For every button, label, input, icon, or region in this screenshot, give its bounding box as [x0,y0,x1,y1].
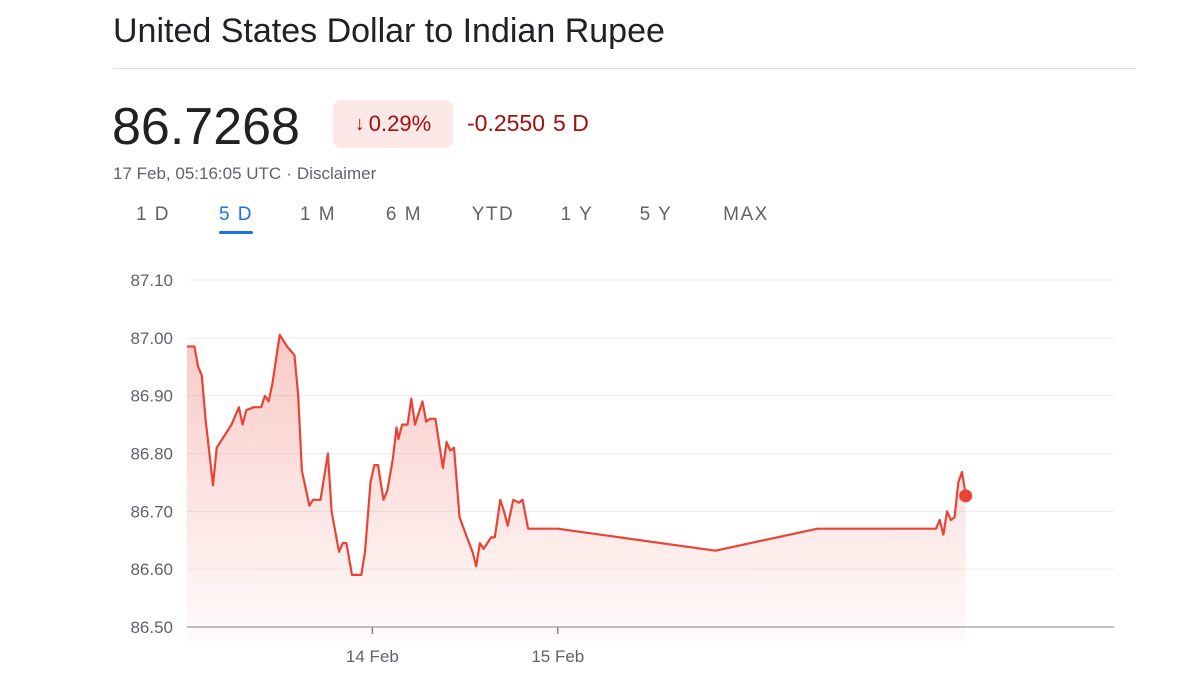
tab-1d[interactable]: 1 D [135,204,171,225]
y-tick-label: 86.80 [130,445,173,464]
x-tick-label: 15 Feb [531,647,584,666]
tab-1y[interactable]: 1 Y [560,204,594,225]
series-line [187,333,967,576]
y-tick-label: 86.60 [130,560,173,579]
arrow-down-icon: ↓ [354,112,365,135]
tab-max[interactable]: MAX [723,204,769,225]
percent-change-value: 0.29% [368,111,432,136]
tab-5y[interactable]: 5 Y [639,204,673,225]
change-period: 5 D [553,110,589,136]
change-value: -0.2550 [467,110,546,136]
current-price: 86.7268 [112,98,300,156]
tab-5d[interactable]: 5 D [218,204,254,234]
absolute-change: -0.2550 5 D [467,110,597,137]
y-tick-label: 86.50 [130,618,173,637]
last-value-dot [959,489,973,503]
tab-1m[interactable]: 1 M [299,204,337,225]
disclaimer-link[interactable]: Disclaimer [296,164,377,183]
page-title: United States Dollar to Indian Rupee [113,12,665,50]
y-tick-label: 86.90 [130,387,173,406]
price-chart[interactable]: 87.10 87.00 86.90 86.80 86.70 86.60 86.50 14 Fe… [0,250,1200,675]
y-tick-label: 86.70 [130,502,173,521]
percent-change-badge: ↓ 0.29% [333,100,453,148]
y-tick-label: 87.00 [130,329,173,348]
tab-6m[interactable]: 6 M [385,204,423,225]
range-tabs: 1 D 5 D 1 M 6 M YTD 1 Y 5 Y MAX [0,204,1200,244]
timestamp-line: 17 Feb, 05:16:05 UTC · Disclaimer [113,164,376,184]
area-fill [187,334,966,642]
timestamp: 17 Feb, 05:16:05 UTC [113,164,282,183]
title-divider [113,68,1136,69]
tab-ytd[interactable]: YTD [471,204,515,225]
y-tick-label: 87.10 [130,271,173,290]
meta-separator: · [286,164,292,183]
x-tick-label: 14 Feb [346,647,399,666]
